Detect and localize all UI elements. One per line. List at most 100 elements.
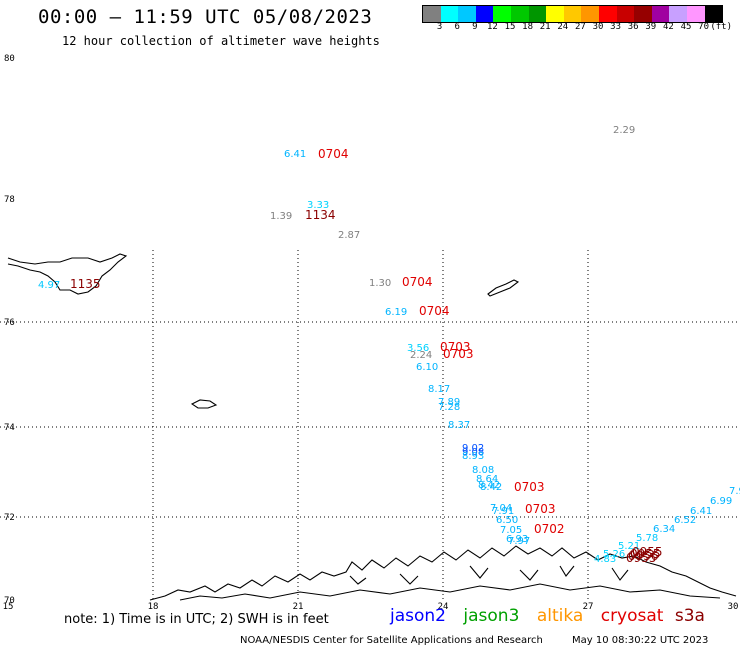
- wave-height-label: 6.34: [653, 524, 675, 535]
- color-scale-label: 45: [680, 22, 692, 32]
- color-swatch-13: [651, 6, 670, 22]
- coastline-norway: [149, 545, 737, 601]
- legend-cryosat: cryosat: [600, 606, 664, 626]
- lat-label: 74: [4, 423, 15, 433]
- wave-height-label: 8.42: [480, 482, 502, 493]
- wave-height-label: 7.91: [492, 506, 514, 517]
- satellite-legend: jason2 jason3 altika cryosat s3a: [390, 606, 717, 626]
- wave-height-label: 7.05: [500, 525, 522, 536]
- color-scale-label: 18: [522, 22, 534, 32]
- lat-label: 70: [4, 596, 15, 606]
- pass-time-label: 0704: [402, 275, 433, 289]
- pass-time-label: 1135: [70, 277, 101, 291]
- credit-line: NOAA/NESDIS Center for Satellite Applica…: [240, 635, 734, 646]
- lat-lon-grid: [0, 250, 740, 600]
- wave-height-label: 6.93: [506, 534, 528, 545]
- wave-height-label: 7.97: [508, 536, 530, 547]
- lon-label: 18: [148, 602, 159, 612]
- lat-label: 78: [4, 195, 15, 205]
- wave-height-label: 2.87: [338, 230, 360, 241]
- wave-height-label: 6.50: [496, 515, 518, 526]
- color-scale-label: 30: [592, 22, 604, 32]
- pass-time-label: 0703: [440, 340, 471, 354]
- color-swatch-2: [458, 6, 476, 22]
- wave-height-label: 7.89: [438, 397, 460, 408]
- color-scale-label: 15: [504, 22, 516, 32]
- color-swatch-5: [510, 6, 529, 22]
- color-swatch-8: [563, 6, 582, 22]
- color-swatch-4: [493, 6, 511, 22]
- lon-label: 15: [3, 602, 14, 612]
- color-scale-label: 42: [662, 22, 674, 32]
- color-scale-label: 3: [436, 22, 443, 32]
- legend-jason3: jason3: [463, 606, 520, 626]
- lon-label: 27: [583, 602, 594, 612]
- coastline: [7, 253, 737, 601]
- wave-height-label: 6.52: [674, 515, 696, 526]
- color-scale-label: 24: [557, 22, 569, 32]
- wave-height-label: 8.17: [428, 384, 450, 395]
- coastline-norway-inner: [179, 583, 721, 601]
- color-swatch-0: [423, 6, 441, 22]
- pass-time-label: 0704: [318, 147, 349, 161]
- pass-time-label: 0704: [419, 304, 450, 318]
- coastline-bear-island: [190, 399, 218, 409]
- pass-time-label: 0956: [628, 549, 659, 563]
- color-scale-label: 9: [472, 22, 478, 32]
- wave-height-label: 4.83: [594, 554, 616, 565]
- pass-time-label: 0955: [630, 547, 661, 561]
- wave-height-label: 8.42: [478, 480, 500, 491]
- legend-jason2: jason2: [390, 606, 446, 626]
- wave-height-label: 6.19: [385, 307, 407, 318]
- wave-height-label: 9.08: [462, 447, 484, 458]
- credit-time: May 10 08:30:22 UTC 2023: [572, 635, 709, 646]
- wave-height-label: 1.39: [270, 211, 292, 222]
- pass-time-label: 0955: [626, 551, 657, 565]
- coastline-svalbard: [7, 253, 128, 295]
- color-swatch-3: [475, 6, 494, 22]
- wave-height-label: 3.56: [407, 343, 429, 354]
- lon-label: 30: [728, 602, 739, 612]
- wave-height-label: 2.24: [410, 350, 432, 361]
- wave-height-label: 5.26: [603, 549, 625, 560]
- lat-label: 76: [4, 318, 15, 328]
- color-scale-label: 27: [574, 22, 586, 32]
- color-swatch-14: [669, 6, 687, 22]
- coastline-fjords: [349, 565, 629, 585]
- wave-height-label: 7.04: [490, 503, 512, 514]
- color-swatch-11: [616, 6, 635, 22]
- color-scale-label: 36: [627, 22, 639, 32]
- footer-note: note: 1) Time is in UTC; 2) SWH is in fe…: [64, 612, 329, 627]
- color-swatch-7: [546, 6, 564, 22]
- wave-height-label: 8.93: [462, 451, 484, 462]
- wave-height-label: 6.41: [284, 149, 306, 160]
- wave-height-label: 7.9: [729, 486, 740, 497]
- wave-height-label: 7.28: [438, 402, 460, 413]
- wave-height-label: 1.30: [369, 278, 391, 289]
- color-swatch-6: [528, 6, 547, 22]
- color-swatch-15: [686, 6, 705, 22]
- wave-height-label: 6.10: [416, 362, 438, 373]
- pass-time-label: 0703: [443, 347, 474, 361]
- color-swatch-16: [704, 6, 723, 22]
- wave-height-label: 8.64: [476, 474, 498, 485]
- wave-height-label: 3.33: [307, 200, 329, 211]
- color-swatch-9: [581, 6, 599, 22]
- color-swatch-12: [634, 6, 652, 22]
- wave-height-label: 8.37: [448, 420, 470, 431]
- page-title: 00:00 — 11:59 UTC 05/08/2023: [38, 6, 373, 28]
- color-swatch-10: [598, 6, 617, 22]
- color-scale-label: 33: [610, 22, 622, 32]
- color-scale-label: (ft): [710, 22, 733, 32]
- legend-altika: altika: [536, 606, 584, 626]
- wave-height-label: 5.78: [636, 533, 658, 544]
- color-scale-label: 12: [486, 22, 498, 32]
- wave-height-label: 4.97: [38, 280, 60, 291]
- pass-time-label: 0703: [525, 502, 556, 516]
- wave-height-label: 6.99: [710, 496, 732, 507]
- page-subtitle: 12 hour collection of altimeter wave hei…: [62, 34, 380, 48]
- legend-s3a: s3a: [674, 606, 705, 626]
- color-scale-label: 70: [698, 22, 710, 32]
